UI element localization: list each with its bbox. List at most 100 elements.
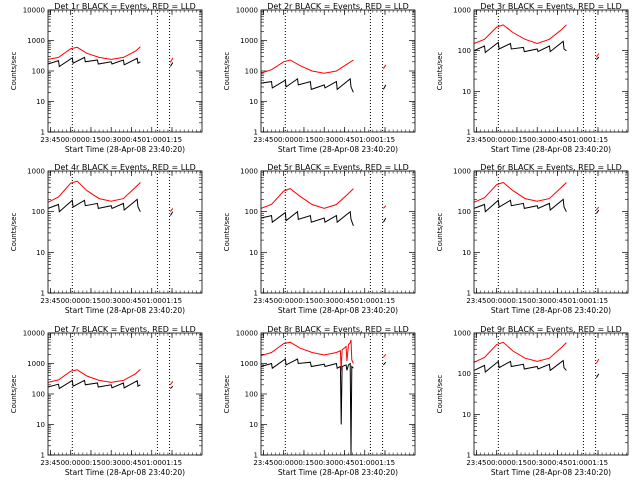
x-tick-label: 00:45: [121, 459, 141, 467]
y-tick-label: 1: [467, 290, 471, 298]
x-tick-label: 00:00: [487, 297, 507, 305]
x-tick-label: 00:30: [527, 297, 547, 305]
y-axis-label: Counts/sec: [10, 213, 18, 252]
panel-4: Det 4r BLACK = Events, RED = LLD Counts/s…: [10, 163, 203, 315]
panel-title: Det 5r BLACK = Events, RED = LLD: [267, 163, 409, 172]
panel-7: Det 7r BLACK = Events, RED = LLD Counts/s…: [10, 325, 203, 477]
y-tick-label: 1000: [240, 168, 258, 176]
x-tick-label: 00:15: [507, 459, 527, 467]
panel-8: Det 8r BLACK = Events, RED = LLD Counts/s…: [223, 325, 416, 477]
x-tick-label: 01:15: [162, 459, 182, 467]
lld-series-line: [595, 358, 600, 364]
panel-title: Det 8r BLACK = Events, RED = LLD: [267, 325, 409, 334]
lld-series-line: [169, 208, 174, 212]
x-tick-label: 00:15: [294, 459, 314, 467]
panel-6: Det 6r BLACK = Events, RED = LLD Counts/s…: [436, 163, 629, 315]
x-tick-label: 00:30: [314, 136, 334, 144]
plot-frame: [47, 170, 203, 294]
x-tick-label: 01:00: [355, 136, 375, 144]
x-tick-label: 00:30: [314, 297, 334, 305]
y-tick-label: 10: [36, 249, 45, 257]
y-tick-label: 100: [458, 47, 471, 55]
x-tick-label: 23:45: [466, 136, 486, 144]
x-axis-label: Start Time (28-Apr-08 23:40:20): [491, 306, 611, 315]
x-tick-label: 00:00: [274, 136, 294, 144]
x-axis-label: Start Time (28-Apr-08 23:40:20): [491, 468, 611, 477]
x-tick-label: 00:15: [81, 297, 101, 305]
y-tick-label: 10: [36, 98, 45, 106]
y-tick-label: 10000: [23, 7, 45, 15]
x-tick-label: 00:30: [101, 459, 121, 467]
x-tick-label: 00:30: [527, 136, 547, 144]
panel-5: Det 5r BLACK = Events, RED = LLD Counts/s…: [223, 163, 416, 315]
y-tick-label: 1: [467, 129, 471, 137]
y-tick-label: 10000: [23, 330, 45, 338]
x-axis-label: Start Time (28-Apr-08 23:40:20): [278, 468, 398, 477]
panel-title: Det 2r BLACK = Events, RED = LLD: [267, 2, 409, 11]
plot-frame: [473, 9, 629, 133]
events-series-line: [47, 56, 141, 68]
panel-title: Det 7r BLACK = Events, RED = LLD: [54, 325, 196, 334]
x-axis-label: Start Time (28-Apr-08 23:40:20): [65, 468, 185, 477]
events-series-line: [473, 40, 567, 54]
lld-series-line: [595, 53, 600, 58]
x-tick-label: 00:15: [507, 136, 527, 144]
y-tick-label: 1: [254, 452, 258, 460]
y-axis-label: Counts/sec: [223, 375, 231, 414]
events-series-line: [47, 198, 141, 213]
lld-series-line: [260, 188, 354, 209]
x-axis-label: Start Time (28-Apr-08 23:40:20): [278, 306, 398, 315]
events-series-line: [260, 358, 354, 456]
x-tick-label: 00:45: [547, 297, 567, 305]
y-axis-label: Counts/sec: [436, 52, 444, 91]
y-tick-label: 100: [458, 208, 471, 216]
lld-series-line: [169, 381, 174, 386]
x-tick-label: 01:00: [355, 459, 375, 467]
x-tick-label: 01:00: [142, 297, 162, 305]
lld-series-line: [596, 206, 600, 211]
plot-frame: [260, 170, 416, 294]
y-tick-label: 1000: [453, 7, 471, 15]
y-tick-label: 100: [245, 391, 258, 399]
events-series-line: [169, 211, 174, 216]
events-series-line: [595, 373, 600, 378]
x-tick-label: 23:45: [40, 459, 60, 467]
panel-title: Det 4r BLACK = Events, RED = LLD: [54, 163, 196, 172]
lld-series-line: [260, 339, 354, 371]
plot-frame: [260, 332, 416, 456]
x-tick-label: 23:45: [253, 136, 273, 144]
x-tick-label: 01:00: [568, 459, 588, 467]
y-tick-label: 1: [467, 452, 471, 460]
x-tick-label: 01:15: [375, 136, 395, 144]
x-tick-label: 01:00: [568, 136, 588, 144]
x-tick-label: 01:00: [355, 297, 375, 305]
x-tick-label: 01:15: [162, 297, 182, 305]
y-axis-label: Counts/sec: [223, 52, 231, 91]
x-tick-label: 00:00: [274, 459, 294, 467]
events-series-line: [383, 361, 387, 366]
x-tick-label: 01:00: [568, 297, 588, 305]
y-tick-label: 1: [41, 452, 45, 460]
events-series-line: [170, 385, 174, 389]
x-axis-label: Start Time (28-Apr-08 23:40:20): [278, 145, 398, 154]
events-series-line: [595, 209, 600, 214]
y-tick-label: 1000: [453, 330, 471, 338]
y-tick-label: 10: [249, 98, 258, 106]
x-tick-label: 00:15: [294, 297, 314, 305]
x-tick-label: 01:00: [142, 459, 162, 467]
x-tick-label: 00:45: [334, 297, 354, 305]
y-tick-label: 100: [245, 208, 258, 216]
x-tick-label: 23:45: [466, 297, 486, 305]
y-tick-label: 1000: [240, 37, 258, 45]
y-tick-label: 10000: [236, 7, 258, 15]
events-series-line: [260, 210, 354, 226]
events-series-line: [260, 77, 354, 93]
lld-series-line: [169, 57, 174, 63]
x-tick-label: 00:45: [334, 136, 354, 144]
lld-series-line: [47, 180, 141, 203]
x-tick-label: 01:15: [375, 459, 395, 467]
x-tick-label: 00:45: [547, 459, 567, 467]
plot-frame: [473, 170, 629, 294]
x-tick-label: 00:00: [61, 297, 81, 305]
